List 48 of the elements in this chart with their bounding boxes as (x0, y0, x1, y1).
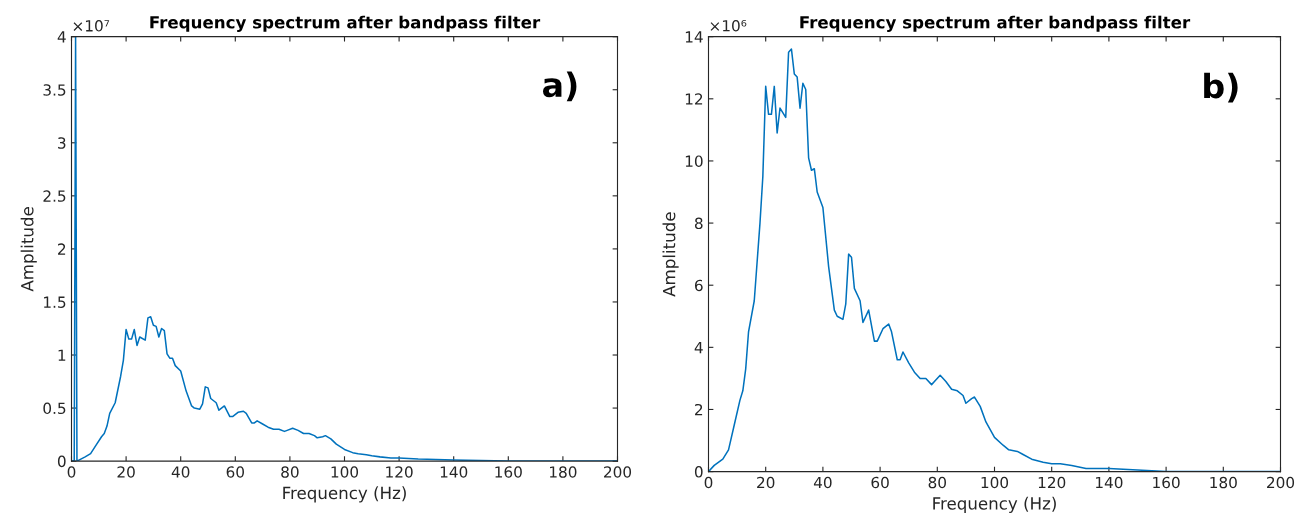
y-tick-label: 3 (58, 137, 66, 149)
x-tick-label: 40 (813, 476, 832, 489)
x-tick-label: 80 (928, 476, 947, 489)
y-tick-label: 0.5 (43, 402, 66, 415)
text: ×10⁷ (73, 20, 110, 32)
x-tick-label: 120 (386, 466, 413, 478)
y-tick-label: 0 (57, 455, 66, 468)
x-tick-label: 100 (331, 466, 359, 478)
x-tick-label: 120 (1038, 476, 1066, 489)
y-tick-label: 14 (685, 31, 703, 43)
x-tick-label: 0 (67, 466, 76, 478)
x-tick-label: 200 (604, 466, 632, 478)
y-tick-label: 12 (685, 93, 703, 105)
y-tick-label: 2 (58, 243, 66, 255)
x-axis-title: Frequency (Hz) (283, 486, 406, 503)
annotation: a) (542, 71, 577, 102)
x-tick-label: 0 (704, 476, 713, 489)
x-tick-label: 20 (757, 476, 775, 489)
x-tick-label: 180 (550, 466, 577, 478)
x-tick-label: 80 (281, 466, 299, 478)
annotation: b) (1204, 72, 1238, 103)
x-tick-label: 60 (871, 476, 889, 489)
x-tick-label: 200 (1267, 476, 1295, 489)
y-tick-label: 1.5 (44, 296, 66, 308)
x-tick-label: 100 (981, 476, 1009, 489)
x-tick-label: 40 (171, 466, 190, 478)
y-tick-label: 3.5 (43, 84, 66, 96)
y-tick-label: 2.5 (43, 190, 66, 202)
x-tick-label: 20 (117, 466, 135, 478)
chart-title: Frequency spectrum after bandpass filter (800, 15, 1191, 32)
y-axis-title: Amplitude (662, 212, 679, 297)
y-tick-label: 10 (685, 155, 703, 167)
y-tick-label: 6 (694, 279, 703, 292)
chart-title: Frequency spectrum after bandpass filter (150, 15, 541, 32)
x-tick-label: 180 (1210, 476, 1237, 489)
x-tick-label: 160 (495, 466, 522, 478)
x-tick-label: 160 (1153, 476, 1180, 489)
x-axis-title: Frequency (Hz) (933, 496, 1056, 513)
y-tick-label: 8 (694, 217, 703, 230)
y-tick-label: 2 (695, 403, 703, 416)
text: ×10⁶ (710, 19, 747, 32)
y-tick-label: 1 (58, 349, 66, 361)
x-tick-label: 140 (1096, 476, 1123, 489)
x-tick-label: 140 (440, 466, 468, 478)
x-tick-label: 60 (226, 466, 245, 478)
y-tick-label: 4 (694, 342, 703, 354)
y-axis-title: Amplitude (20, 207, 37, 292)
y-tick-label: 4 (57, 31, 66, 43)
